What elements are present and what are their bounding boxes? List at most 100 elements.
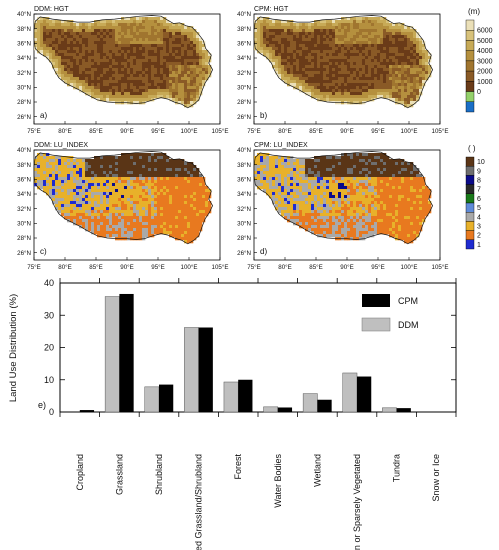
map-cell bbox=[419, 177, 423, 181]
map-cell bbox=[175, 38, 179, 42]
map-cell bbox=[350, 174, 354, 178]
map-cell bbox=[142, 165, 146, 169]
map-cell bbox=[416, 56, 420, 60]
map-cell bbox=[130, 101, 134, 105]
map-cell bbox=[374, 159, 378, 163]
map-cell bbox=[341, 192, 345, 196]
map-cell bbox=[166, 162, 170, 166]
map-cell bbox=[284, 180, 288, 184]
map-cell bbox=[118, 234, 122, 238]
map-cell bbox=[67, 26, 71, 30]
map-cell bbox=[401, 171, 405, 175]
map-cell bbox=[401, 86, 405, 90]
map-cell bbox=[64, 165, 68, 169]
map-cell bbox=[371, 32, 375, 36]
map-cell bbox=[112, 29, 116, 33]
map-cell bbox=[151, 171, 155, 175]
map-cell bbox=[395, 89, 399, 93]
map-cell bbox=[97, 180, 101, 184]
map-cell bbox=[175, 83, 179, 87]
map-cell bbox=[154, 38, 158, 42]
map-cell bbox=[317, 162, 321, 166]
map-cell bbox=[356, 74, 360, 78]
map-cell bbox=[320, 168, 324, 172]
map-cell bbox=[79, 159, 83, 163]
map-cell bbox=[311, 192, 315, 196]
map-cell bbox=[323, 23, 327, 27]
map-cell bbox=[118, 41, 122, 45]
map-cell bbox=[314, 47, 318, 51]
map-cell bbox=[416, 89, 420, 93]
map-cell bbox=[97, 222, 101, 226]
map-cell bbox=[163, 62, 167, 66]
map-cell bbox=[311, 95, 315, 99]
map-cell bbox=[359, 44, 363, 48]
map-cell bbox=[320, 35, 324, 39]
map-cell bbox=[344, 192, 348, 196]
map-cell bbox=[199, 68, 203, 72]
map-cell bbox=[338, 38, 342, 42]
map-cell bbox=[172, 234, 176, 238]
map-cell bbox=[70, 74, 74, 78]
map-cell bbox=[154, 231, 158, 235]
map-cell bbox=[106, 98, 110, 102]
map-cell bbox=[404, 80, 408, 84]
map-cell bbox=[49, 159, 53, 163]
map-cell bbox=[341, 83, 345, 87]
map-cell bbox=[377, 29, 381, 33]
map-cell bbox=[166, 192, 170, 196]
map-cell bbox=[202, 83, 206, 87]
map-cell bbox=[368, 174, 372, 178]
map-cell bbox=[94, 65, 98, 69]
map-cell bbox=[82, 41, 86, 45]
map-cell bbox=[103, 213, 107, 217]
map-cell bbox=[166, 89, 170, 93]
map-cell bbox=[151, 156, 155, 160]
map-cell bbox=[329, 26, 333, 30]
map-cell bbox=[94, 201, 98, 205]
map-cell bbox=[380, 162, 384, 166]
map-cell bbox=[320, 50, 324, 54]
map-cell bbox=[365, 50, 369, 54]
map-cell bbox=[154, 225, 158, 229]
map-cell bbox=[383, 186, 387, 190]
map-cell bbox=[142, 86, 146, 90]
map-cell bbox=[347, 86, 351, 90]
map-cell bbox=[82, 171, 86, 175]
map-cell bbox=[347, 71, 351, 75]
map-cell bbox=[181, 101, 185, 105]
map-cell bbox=[142, 23, 146, 27]
map-cell bbox=[178, 174, 182, 178]
map-cell bbox=[338, 95, 342, 99]
map-cell bbox=[344, 165, 348, 169]
map-cell bbox=[329, 53, 333, 57]
map-cell bbox=[359, 38, 363, 42]
map-cell bbox=[61, 56, 65, 60]
map-cell bbox=[145, 153, 149, 157]
map-cell bbox=[269, 162, 273, 166]
map-cell bbox=[353, 156, 357, 160]
map-cell bbox=[70, 83, 74, 87]
map-cell bbox=[371, 192, 375, 196]
map-cell bbox=[305, 180, 309, 184]
map-cell bbox=[148, 89, 152, 93]
map-cell bbox=[368, 186, 372, 190]
map-cell bbox=[109, 177, 113, 181]
map-cell bbox=[160, 225, 164, 229]
map-cell bbox=[58, 198, 62, 202]
map-cell bbox=[389, 80, 393, 84]
map-cell bbox=[112, 77, 116, 81]
map-cell bbox=[91, 225, 95, 229]
map-cell bbox=[79, 195, 83, 199]
map-cell bbox=[380, 59, 384, 63]
map-cell bbox=[97, 74, 101, 78]
map-cell bbox=[184, 98, 188, 102]
map-cell bbox=[163, 92, 167, 96]
map-cell bbox=[139, 65, 143, 69]
map-cell bbox=[79, 86, 83, 90]
map-cell bbox=[353, 92, 357, 96]
map-cell bbox=[199, 74, 203, 78]
map-cell bbox=[362, 153, 366, 157]
map-cell bbox=[404, 183, 408, 187]
map-cell bbox=[94, 156, 98, 160]
